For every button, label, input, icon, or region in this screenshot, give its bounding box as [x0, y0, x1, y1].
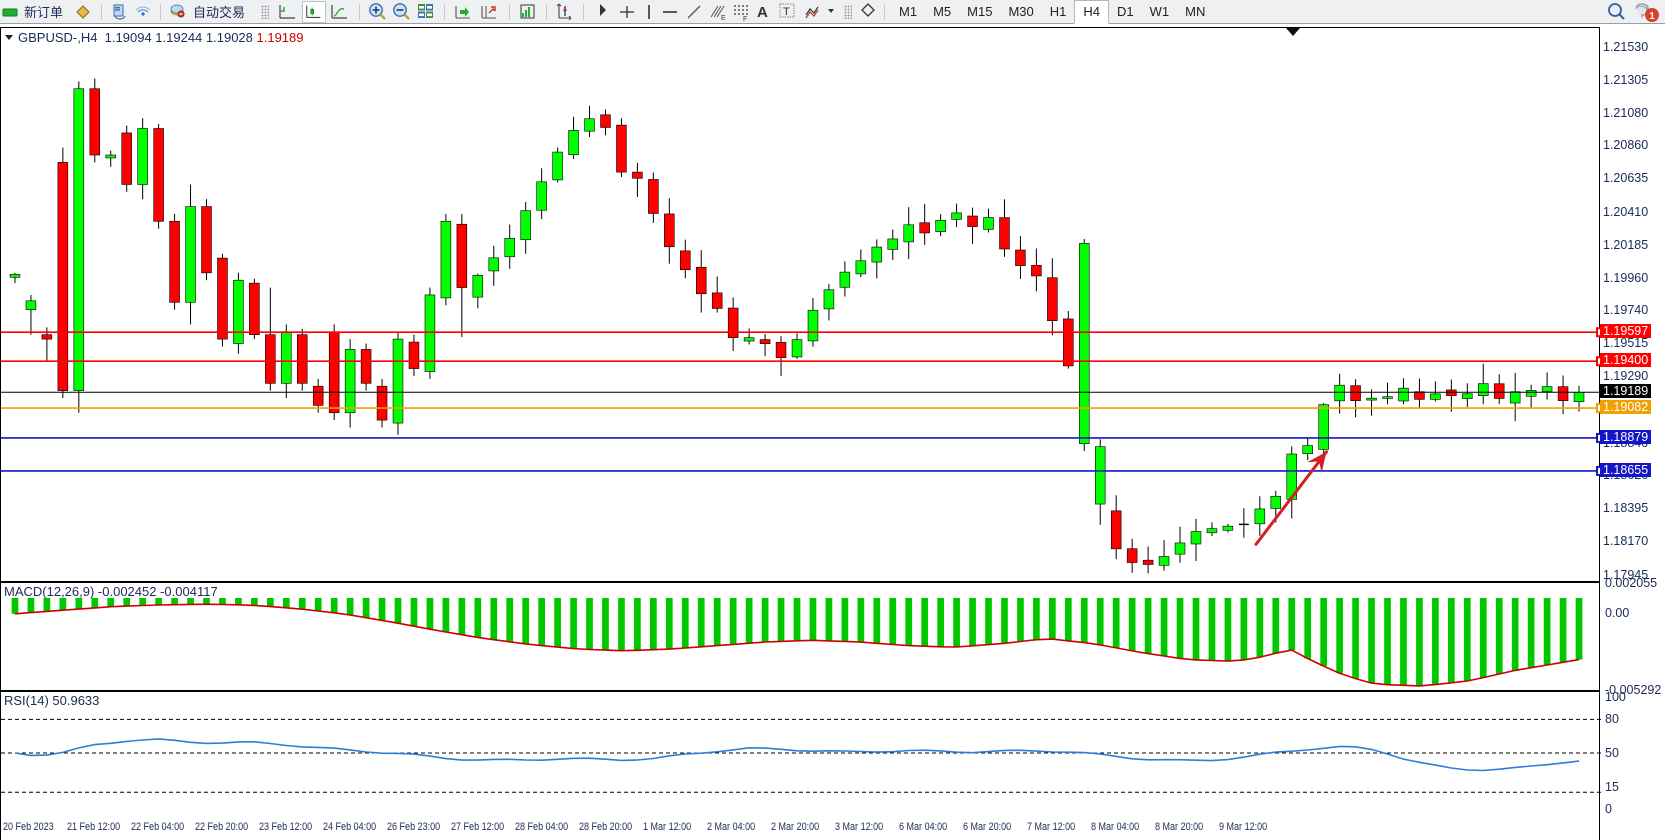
svg-text:T: T: [783, 6, 790, 18]
svg-text:E: E: [721, 15, 726, 22]
svg-text:F: F: [743, 16, 747, 23]
svg-text:1: 1: [1649, 11, 1655, 22]
svg-text:A: A: [757, 4, 768, 21]
